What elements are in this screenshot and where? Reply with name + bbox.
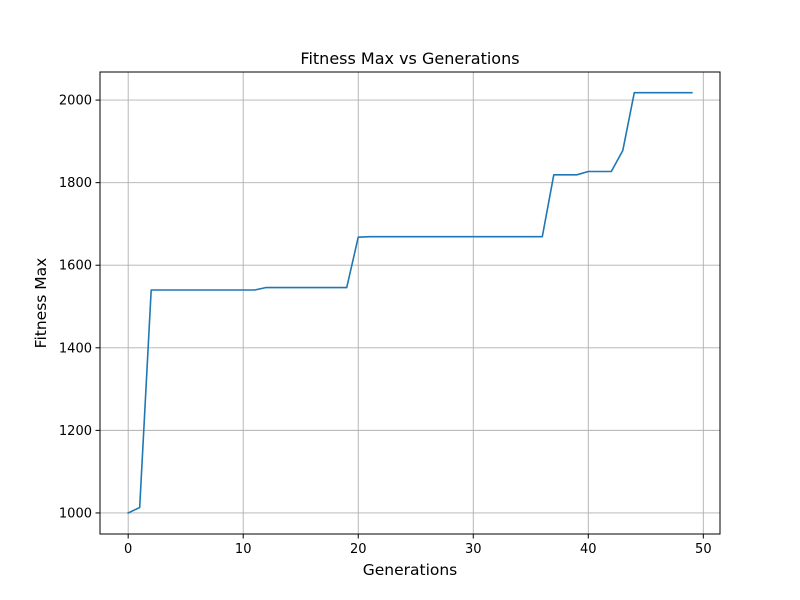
chart-title: Fitness Max vs Generations [300, 49, 519, 68]
line-layer [127, 91, 693, 515]
x-tick-label: 50 [695, 542, 712, 557]
x-tick-label: 20 [350, 542, 367, 557]
x-tick-label: 0 [124, 542, 132, 557]
tick-layer: 0 10 20 30 40 50 1000 1200 1400 1600 1800 2000 [59, 94, 712, 557]
y-tick-label: 1000 [59, 506, 92, 521]
y-tick-label: 2000 [59, 94, 92, 109]
y-tick-label: 1800 [59, 176, 92, 191]
y-tick-label: 1200 [59, 424, 92, 439]
y-axis-label: Fitness Max [32, 258, 50, 349]
y-tick-label: 1600 [59, 259, 92, 274]
x-tick-label: 30 [465, 542, 482, 557]
x-tick-label: 10 [235, 542, 252, 557]
plot-frame [99, 71, 721, 535]
y-tick-label: 1400 [59, 341, 92, 356]
grid-layer [100, 72, 720, 534]
x-axis-label: Generations [363, 561, 458, 579]
x-tick-label: 40 [580, 542, 597, 557]
series-line [127, 91, 693, 515]
